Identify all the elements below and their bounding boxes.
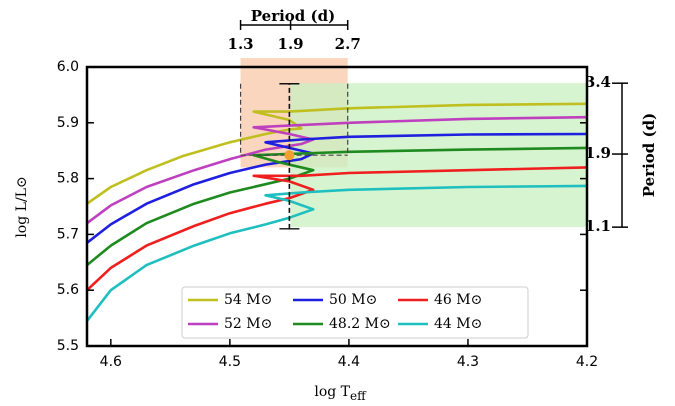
y-tick-label: 5.6 <box>57 282 79 298</box>
legend-box <box>181 286 529 339</box>
legend-label: 44 M⊙ <box>434 316 482 332</box>
right-axis-label: Period (d) <box>640 113 658 197</box>
y-tick-label: 5.7 <box>57 226 79 242</box>
track-line <box>86 115 588 225</box>
legend: 54 M⊙ 52 M⊙ 50 M⊙ 48.2 M⊙ 46 M⊙ 44 M⊙ <box>181 286 529 339</box>
track-line <box>85 184 588 322</box>
series-group <box>85 102 588 322</box>
right-tick-label: 3.4 <box>585 73 611 91</box>
y-tick-label: 6.0 <box>57 59 79 75</box>
legend-label: 52 M⊙ <box>224 316 272 332</box>
track-line <box>86 102 588 205</box>
y-tick-label: 5.8 <box>57 171 79 187</box>
x-tick-label: 4.6 <box>100 354 122 370</box>
x-axis-label: log Teff <box>314 384 367 403</box>
top-tick-label: 1.9 <box>278 35 304 53</box>
y-tick-label: 5.5 <box>57 338 79 354</box>
legend-label: 54 M⊙ <box>224 292 272 308</box>
plot-frame <box>85 65 589 348</box>
y-axis-label: log L/L⊙ <box>14 176 30 237</box>
top-tick-label: 2.7 <box>335 35 361 53</box>
track-line <box>86 132 588 244</box>
legend-label: 50 M⊙ <box>329 292 377 308</box>
x-tick-label: 4.2 <box>576 354 598 370</box>
x-tick-label: 4.4 <box>338 354 360 370</box>
x-tick-label: 4.5 <box>219 354 241 370</box>
track-line <box>86 146 588 267</box>
right-tick-label: 1.1 <box>585 217 611 235</box>
top-axis-label: Period (d) <box>251 7 335 25</box>
legend-label: 46 M⊙ <box>434 292 482 308</box>
x-label-main: log T <box>314 384 350 400</box>
top-tick-label: 1.3 <box>228 35 254 53</box>
legend-label: 48.2 M⊙ <box>329 316 391 332</box>
y-tick-label: 5.9 <box>57 115 79 131</box>
observation-point <box>284 150 295 161</box>
right-tick-label: 1.9 <box>585 144 611 162</box>
x-label-sub: eff <box>350 389 367 403</box>
x-tick-label: 4.3 <box>457 354 479 370</box>
track-line <box>86 166 588 292</box>
